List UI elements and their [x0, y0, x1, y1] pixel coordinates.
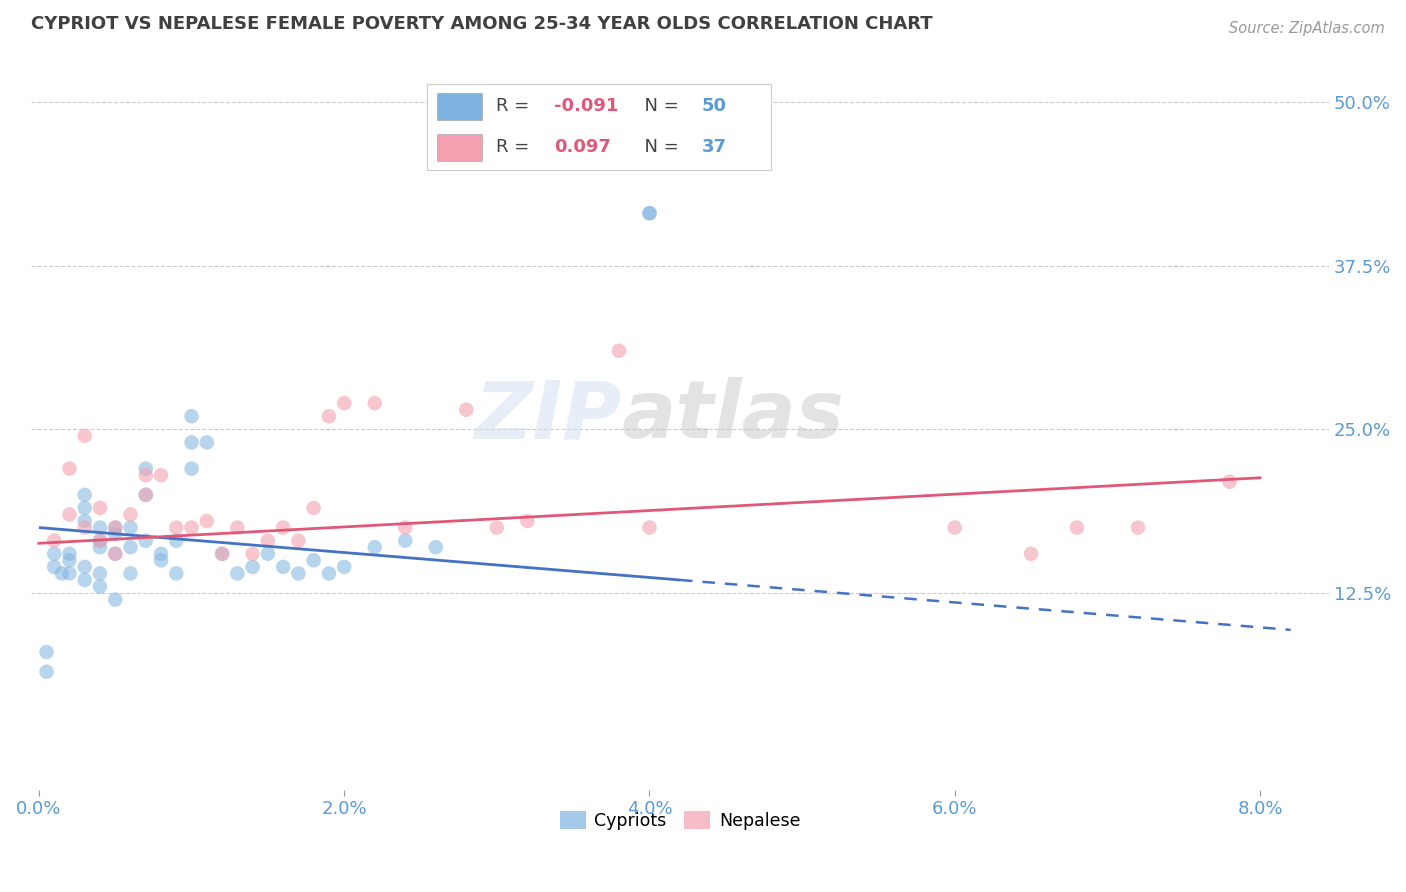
Point — [89, 533, 111, 548]
Text: CYPRIOT VS NEPALESE FEMALE POVERTY AMONG 25-34 YEAR OLDS CORRELATION CHART: CYPRIOT VS NEPALESE FEMALE POVERTY AMONG… — [31, 15, 934, 33]
Point — [1019, 547, 1042, 561]
Point — [257, 533, 280, 548]
Point — [73, 488, 96, 502]
Point — [456, 402, 478, 417]
Point — [242, 547, 264, 561]
Point — [638, 206, 661, 220]
Point — [394, 520, 416, 534]
Point — [195, 435, 218, 450]
Point — [58, 508, 80, 522]
Point — [165, 520, 187, 534]
Point — [226, 520, 249, 534]
Point — [58, 566, 80, 581]
Point — [104, 547, 127, 561]
Text: ZIP: ZIP — [474, 377, 621, 455]
Point — [73, 429, 96, 443]
Point — [73, 500, 96, 515]
Point — [120, 508, 142, 522]
Point — [226, 566, 249, 581]
Point — [135, 461, 157, 475]
Point — [73, 520, 96, 534]
Point — [364, 396, 387, 410]
Point — [104, 547, 127, 561]
Point — [1126, 520, 1149, 534]
Point — [73, 573, 96, 587]
Point — [257, 547, 280, 561]
Point — [104, 520, 127, 534]
Point — [165, 533, 187, 548]
Point — [318, 409, 340, 424]
Point — [44, 533, 66, 548]
Point — [35, 665, 58, 679]
Point — [89, 580, 111, 594]
Point — [73, 514, 96, 528]
Point — [89, 500, 111, 515]
Point — [89, 540, 111, 554]
Point — [1066, 520, 1088, 534]
Point — [485, 520, 508, 534]
Point — [1218, 475, 1240, 489]
Point — [35, 645, 58, 659]
Point — [58, 553, 80, 567]
Point — [211, 547, 233, 561]
Point — [150, 553, 173, 567]
Point — [943, 520, 966, 534]
Point — [318, 566, 340, 581]
Point — [607, 343, 630, 358]
Point — [89, 533, 111, 548]
Point — [516, 514, 538, 528]
Point — [104, 592, 127, 607]
Point — [271, 520, 294, 534]
Point — [333, 560, 356, 574]
Point — [180, 461, 202, 475]
Point — [120, 520, 142, 534]
Point — [135, 468, 157, 483]
Point — [195, 514, 218, 528]
Point — [242, 560, 264, 574]
Point — [638, 520, 661, 534]
Point — [44, 560, 66, 574]
Point — [89, 520, 111, 534]
Point — [180, 520, 202, 534]
Point — [302, 500, 325, 515]
Point — [287, 566, 309, 581]
Point — [58, 547, 80, 561]
Text: atlas: atlas — [621, 377, 845, 455]
Point — [211, 547, 233, 561]
Point — [150, 547, 173, 561]
Point — [302, 553, 325, 567]
Point — [394, 533, 416, 548]
Point — [73, 560, 96, 574]
Point — [287, 533, 309, 548]
Point — [271, 560, 294, 574]
Point — [364, 540, 387, 554]
Text: Source: ZipAtlas.com: Source: ZipAtlas.com — [1229, 21, 1385, 36]
Legend: Cypriots, Nepalese: Cypriots, Nepalese — [553, 805, 807, 837]
Point — [120, 566, 142, 581]
Point — [89, 566, 111, 581]
Point — [135, 488, 157, 502]
Point — [44, 547, 66, 561]
Point — [333, 396, 356, 410]
Point — [180, 409, 202, 424]
Point — [58, 461, 80, 475]
Point — [104, 527, 127, 541]
Point — [51, 566, 73, 581]
Point — [104, 520, 127, 534]
Point — [135, 533, 157, 548]
Point — [165, 566, 187, 581]
Point — [425, 540, 447, 554]
Point — [180, 435, 202, 450]
Point — [120, 540, 142, 554]
Point — [150, 468, 173, 483]
Point — [135, 488, 157, 502]
Point — [638, 206, 661, 220]
